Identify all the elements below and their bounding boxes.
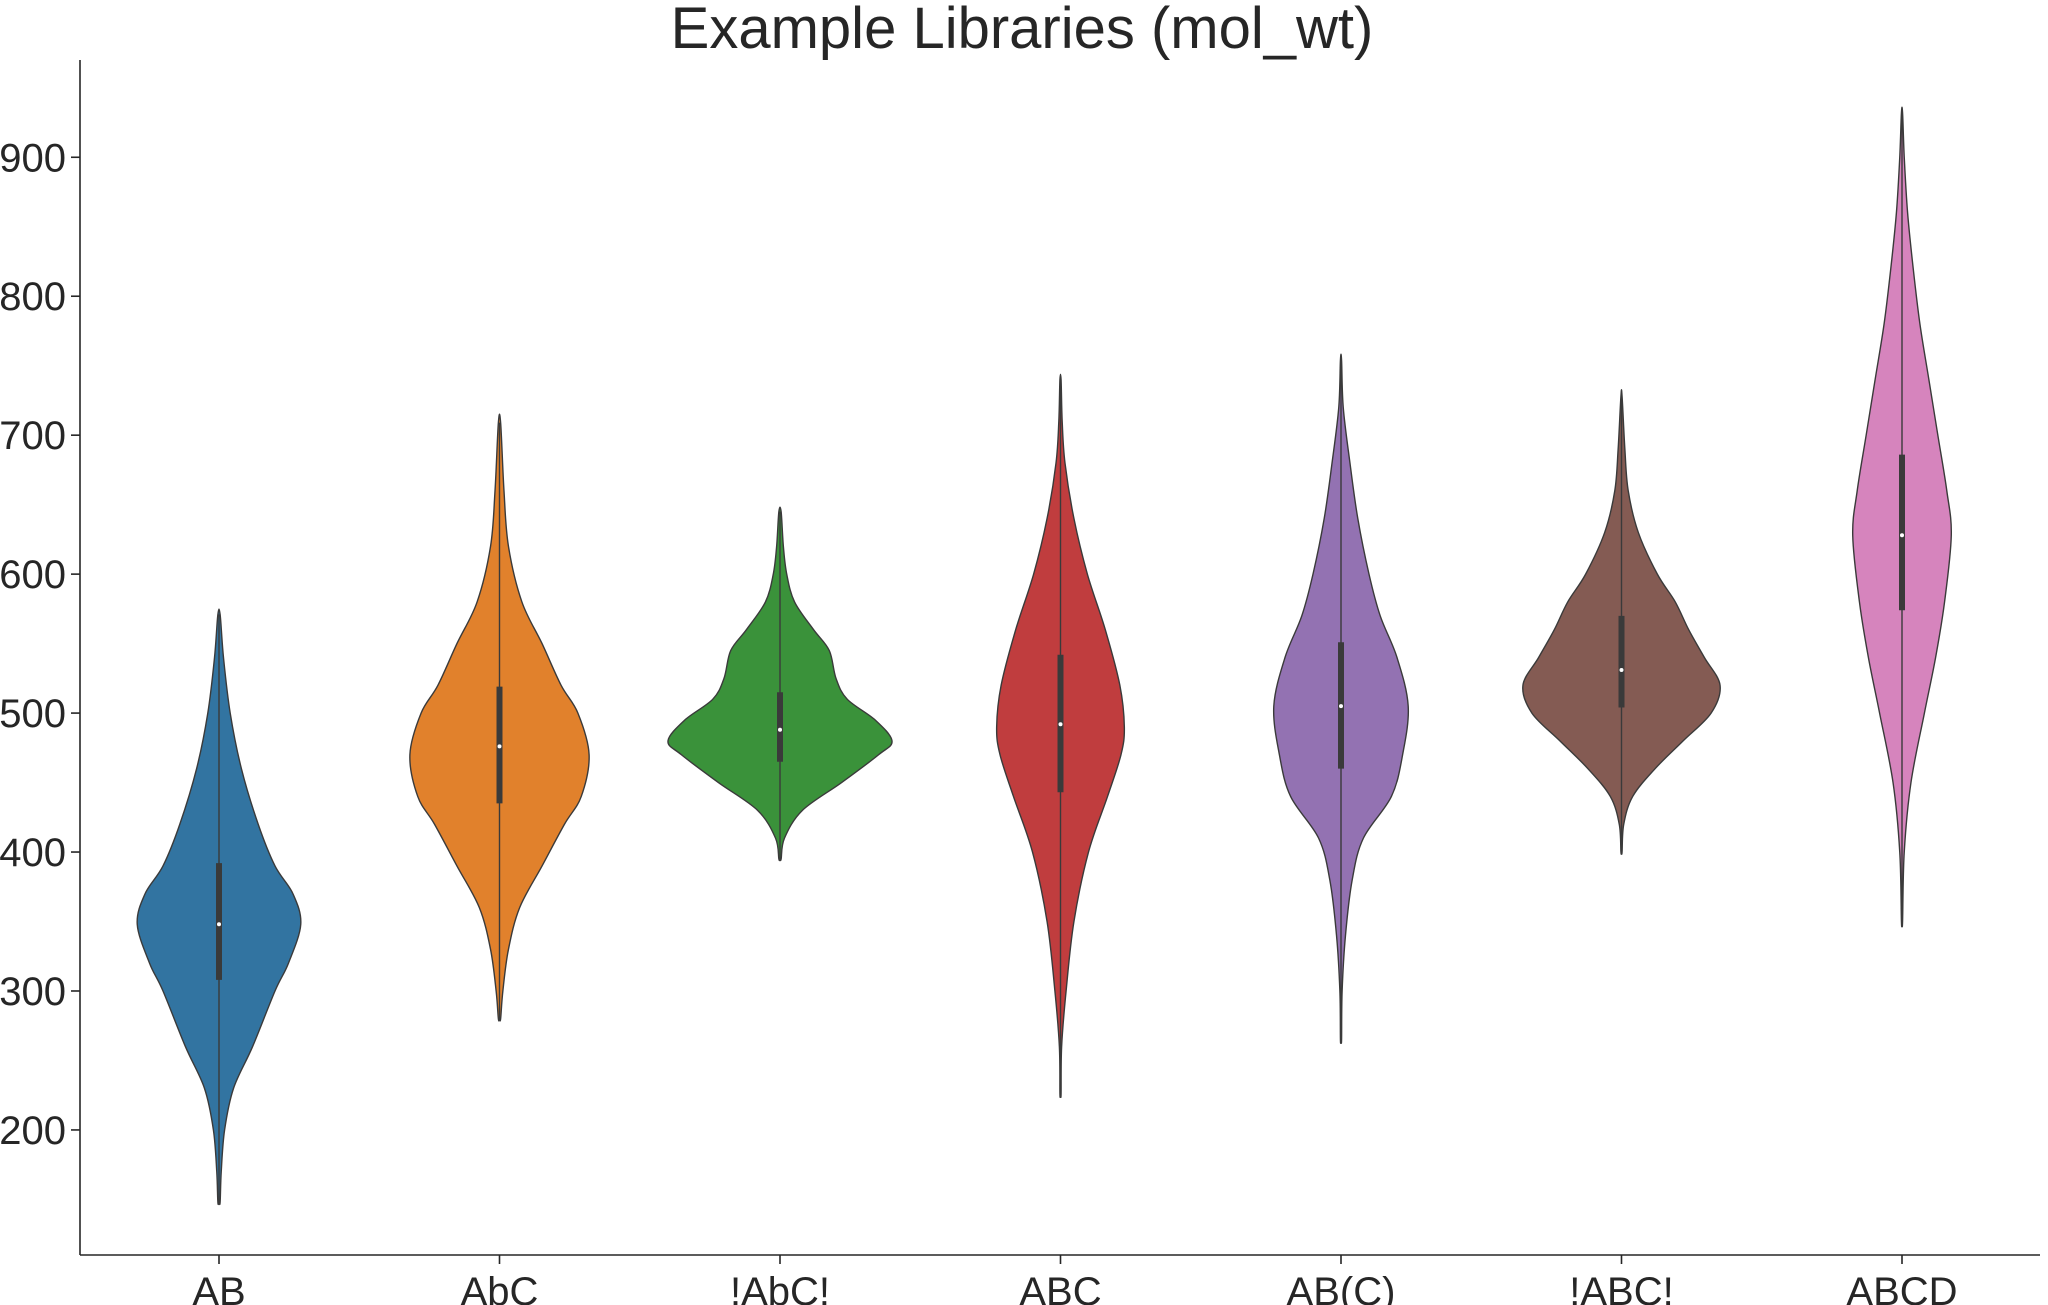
y-tick-label: 500 bbox=[0, 692, 66, 736]
x-tick-label: !AbC! bbox=[730, 1270, 830, 1305]
y-tick-label: 200 bbox=[0, 1109, 66, 1153]
x-tick-label: !ABC! bbox=[1569, 1270, 1673, 1305]
plot-area bbox=[136, 106, 1952, 1206]
median-marker bbox=[1619, 668, 1624, 673]
median-marker bbox=[1900, 533, 1904, 538]
median-marker bbox=[217, 922, 221, 927]
violin-AbC bbox=[409, 413, 590, 1022]
x-tick-label: AbC bbox=[461, 1270, 539, 1305]
median-marker bbox=[1058, 722, 1063, 727]
y-tick-label: 600 bbox=[0, 553, 66, 597]
x-tick-label: ABCD bbox=[1846, 1270, 1957, 1305]
chart-title: Example Libraries (mol_wt) bbox=[671, 0, 1374, 61]
x-tick-label: AB bbox=[192, 1270, 245, 1305]
violin-ABCD bbox=[1852, 106, 1952, 928]
violin-AB(C) bbox=[1272, 353, 1410, 1044]
median-marker bbox=[1339, 704, 1343, 709]
x-tick-label: AB(C) bbox=[1287, 1270, 1396, 1305]
violin-!AbC! bbox=[667, 506, 893, 862]
x-axis: AB AbC !AbC! ABC AB(C) !ABC! ABCD bbox=[80, 1254, 2040, 1305]
y-tick-label: 300 bbox=[0, 970, 66, 1014]
y-tick-label: 400 bbox=[0, 831, 66, 875]
y-axis: 200 300 400 500 600 700 800 900 bbox=[0, 60, 81, 1255]
violin-!ABC! bbox=[1522, 388, 1721, 855]
violin-AB bbox=[136, 608, 302, 1206]
violin-ABC bbox=[995, 373, 1126, 1098]
median-marker bbox=[497, 744, 502, 749]
y-tick-label: 800 bbox=[0, 275, 66, 319]
y-tick-label: 900 bbox=[0, 136, 66, 180]
y-tick-label: 700 bbox=[0, 414, 66, 458]
median-marker bbox=[778, 727, 782, 732]
x-tick-label: ABC bbox=[1019, 1270, 1101, 1305]
